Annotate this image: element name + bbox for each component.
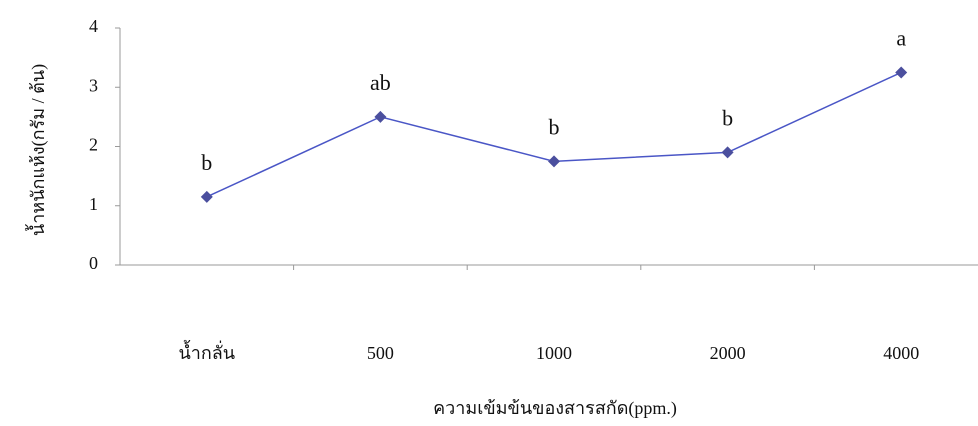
data-point [374, 110, 387, 123]
x-tick-label: 500 [367, 343, 394, 363]
annotation: ab [370, 70, 391, 95]
x-axis-label: ความเข้มข้นของสารสกัด(ppm.) [433, 398, 677, 419]
y-axis-label: น้ำหนักแห้ง(กรัม / ต้น) [25, 64, 49, 236]
y-tick-label: 1 [89, 194, 98, 214]
x-tick-label: 2000 [710, 343, 746, 363]
y-tick-label: 4 [89, 16, 98, 36]
data-point [200, 190, 213, 203]
data-point [895, 66, 908, 79]
y-tick-label: 3 [89, 75, 98, 95]
data-point [548, 155, 560, 168]
data-point [721, 146, 734, 159]
x-tick-label: 4000 [883, 343, 919, 363]
annotation: b [722, 105, 733, 130]
annotation: a [896, 25, 906, 50]
x-tick-label: น้ำกลั่น [178, 340, 235, 363]
annotation: b [201, 150, 212, 175]
x-tick-label: 1000 [536, 343, 572, 363]
annotation: b [549, 114, 560, 139]
y-tick-label: 0 [89, 253, 98, 273]
y-tick-label: 2 [89, 135, 98, 155]
